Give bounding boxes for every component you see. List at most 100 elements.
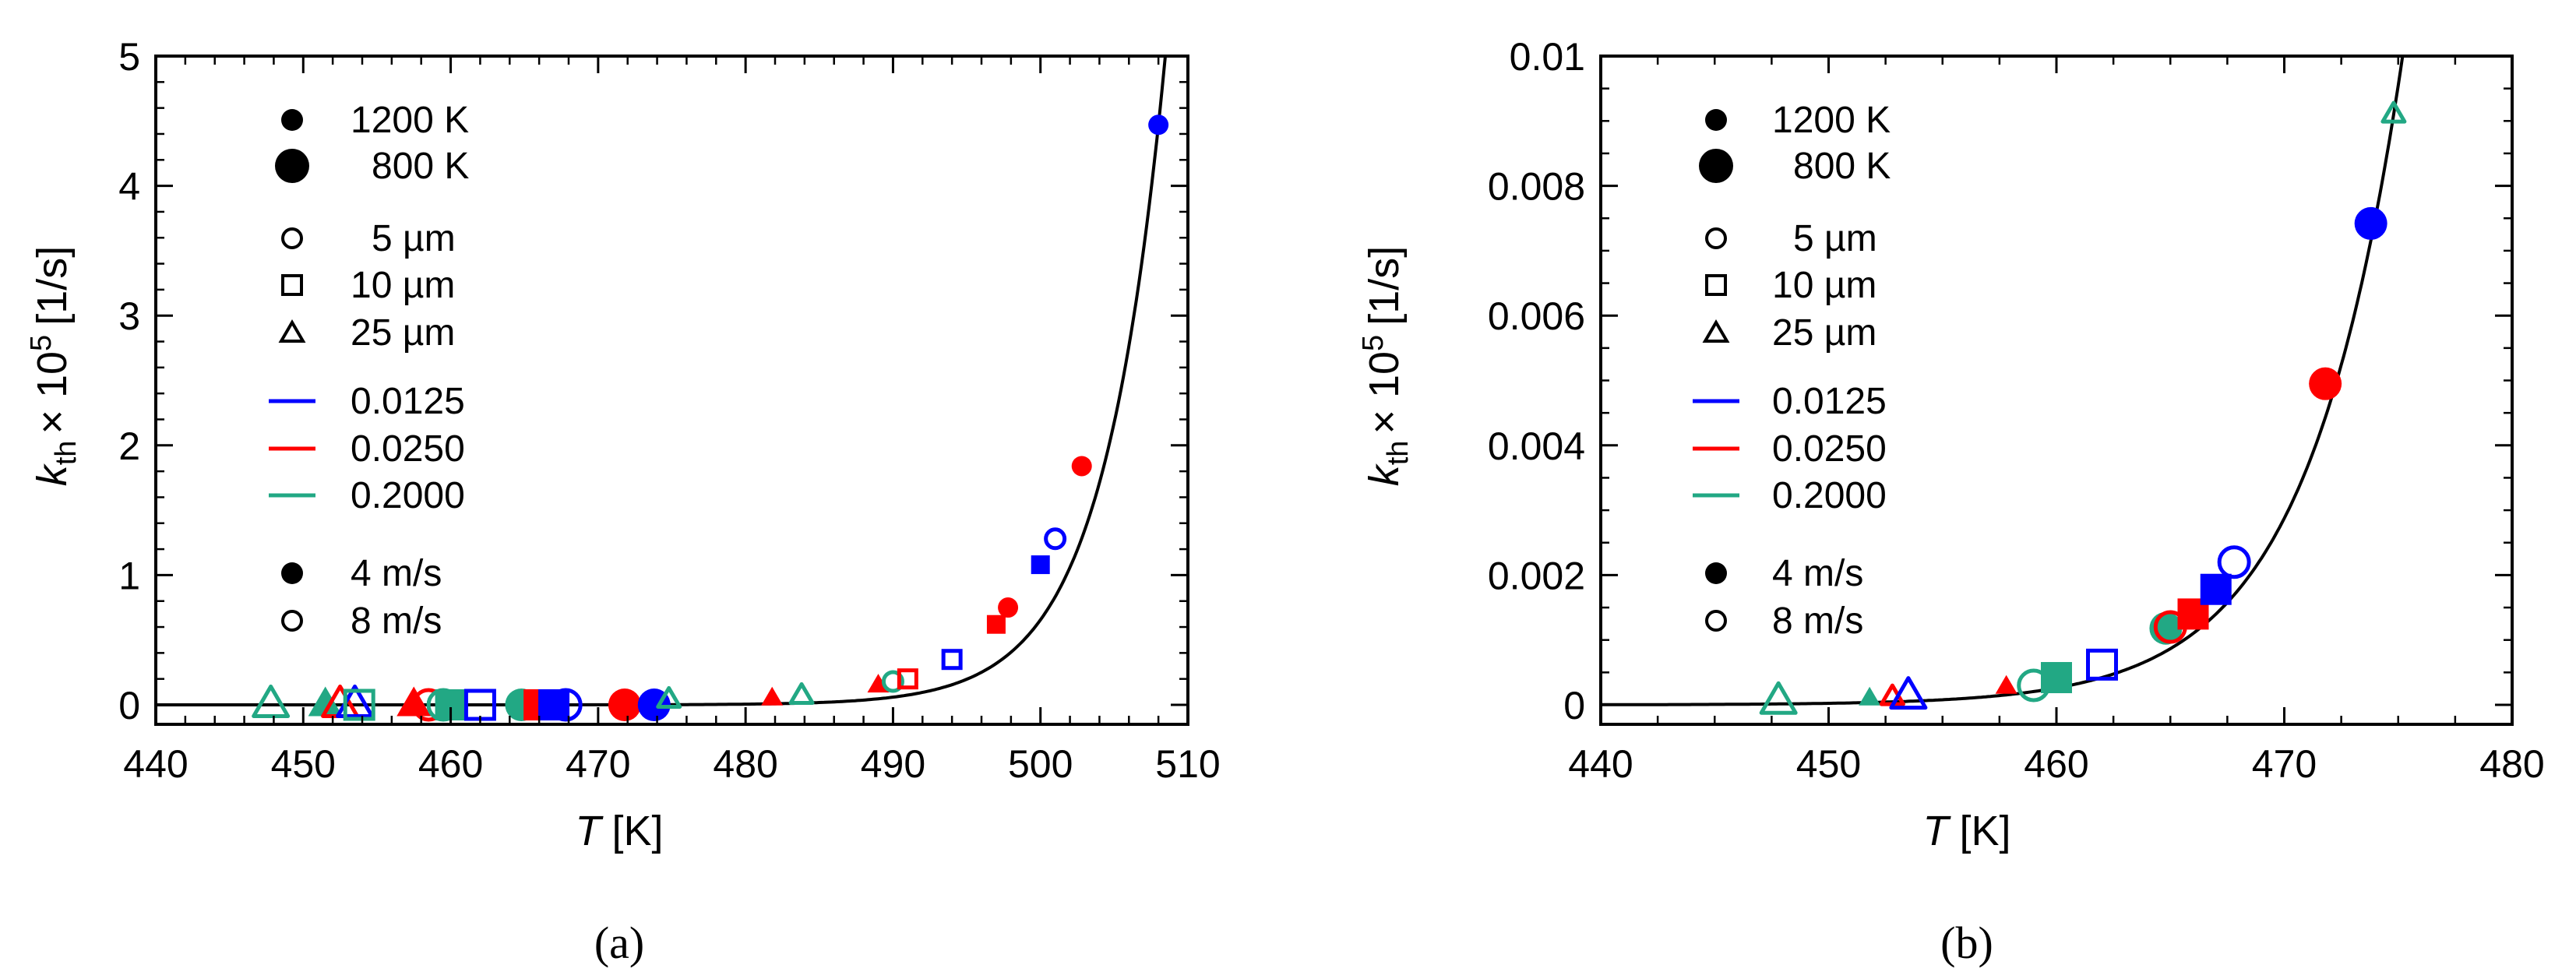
panel-b-y-tick-label: 0.008 <box>1488 165 1585 209</box>
panel-a: 440 450 460 470 480 490 500 510 0 1 2 3 4 5 T [K] kth… <box>25 35 1221 968</box>
panel-a-x-axis-title: T [K] <box>575 808 663 854</box>
panel-a-point-square <box>986 615 1006 634</box>
panel-a-y-label-exp: 5 <box>25 335 58 351</box>
panel-b-x-tick-labels: 440 450 460 470 480 <box>1568 742 2544 786</box>
panel-b-y-tick-label: 0.006 <box>1488 294 1585 338</box>
legend-open-marker <box>1705 610 1727 632</box>
panel-a-x-tick-label: 470 <box>566 742 630 786</box>
legend-25um-label: 25 µm <box>351 312 455 354</box>
panel-b-point-triangle <box>1859 686 1881 706</box>
panel-b-y-label-sub: th <box>1382 441 1415 466</box>
panel-b-y-label-exp: 5 <box>1357 335 1390 351</box>
panel-a-point-square <box>897 668 918 690</box>
panel-b-point-circle <box>2309 367 2342 400</box>
panel-a-point-circle <box>1071 456 1092 477</box>
legend-filled-marker <box>281 562 303 584</box>
legend-open-marker <box>281 610 303 632</box>
legend-filled-marker <box>1705 562 1727 584</box>
panel-a-y-tick-label: 5 <box>118 35 140 79</box>
legend-10um-label: 10 µm <box>1772 265 1876 306</box>
panel-a-x-tick-label: 510 <box>1155 742 1220 786</box>
panel-a-points <box>252 114 1169 722</box>
panel-b-y-label-mult: × 10 <box>1361 351 1408 435</box>
legend-triangle-marker <box>1702 319 1730 343</box>
legend-8ms-label: 8 m/s <box>1772 600 1863 642</box>
panel-b-point-square <box>2086 648 2118 681</box>
legend-0.0250-label: 0.0250 <box>1772 428 1887 470</box>
panel-a-y-tick-label: 1 <box>118 554 140 597</box>
panel-b-point-circle <box>2354 206 2387 240</box>
legend-0.2000-label: 0.2000 <box>1772 475 1887 516</box>
panel-a-ticks <box>154 55 1189 724</box>
panel-a-x-tick-label: 440 <box>123 742 188 786</box>
panel-a-point-triangle <box>788 681 815 705</box>
panel-a-caption: (a) <box>594 917 644 968</box>
panel-b-x-tick-label: 460 <box>2024 742 2088 786</box>
panel-a-point-circle <box>998 597 1019 618</box>
legend-0.0125-label: 0.0125 <box>351 381 465 422</box>
panel-b-y-label-main: k <box>1361 463 1408 486</box>
legend-4ms-label: 4 m/s <box>351 553 442 594</box>
legend-0.2000-label: 0.2000 <box>351 475 465 516</box>
panel-a-y-tick-label: 3 <box>118 294 140 338</box>
legend-10um-label: 10 µm <box>351 265 455 306</box>
panel-b-point-triangle <box>2380 100 2407 124</box>
panel-b-points <box>1759 100 2407 715</box>
panel-a-point-triangle <box>656 685 682 709</box>
panel-a-y-label-unit: [1/s] <box>29 246 76 326</box>
panel-b-legend: 1200 K 800 K 5 µm 10 µm 25 µm 0.0125 0.0… <box>1693 100 1891 642</box>
panel-a-point-triangle <box>308 686 343 717</box>
legend-small-size-marker <box>281 109 303 131</box>
legend-5um-label: 5 µm <box>372 218 456 259</box>
panel-b-x-tick-label: 470 <box>2252 742 2317 786</box>
legend-800k-label: 800 K <box>1793 146 1891 187</box>
panel-b-point-triangle <box>1889 676 1928 710</box>
panel-a-x-unit: [K] <box>611 808 663 854</box>
legend-5um-label: 5 µm <box>1793 218 1877 259</box>
panel-a-y-label-main: k <box>29 463 76 486</box>
panel-b: 440 450 460 470 480 0 0.002 0.004 0.006 0.008 0.0… <box>1357 35 2545 968</box>
panel-a-x-tick-labels: 440 450 460 470 480 490 500 510 <box>123 742 1220 786</box>
legend-25um-label: 25 µm <box>1772 312 1876 354</box>
panel-b-x-label: T <box>1922 808 1951 854</box>
panel-a-y-tick-label: 0 <box>118 684 140 727</box>
legend-0.0250-label: 0.0250 <box>351 428 465 470</box>
panel-a-y-tick-label: 2 <box>118 424 140 468</box>
panel-b-x-unit: [K] <box>1959 808 2010 854</box>
panel-b-x-tick-label: 450 <box>1796 742 1861 786</box>
panel-a-point-square <box>941 649 963 671</box>
panel-b-y-axis-title: kth × 105 [1/s] <box>1357 246 1415 487</box>
panel-a-point-circle <box>548 688 583 722</box>
panel-b-point-square <box>2200 573 2232 605</box>
panel-b-y-tick-labels: 0 0.002 0.004 0.006 0.008 0.01 <box>1488 35 1585 727</box>
legend-0.0125-label: 0.0125 <box>1772 381 1887 422</box>
panel-a-x-tick-label: 480 <box>713 742 777 786</box>
legend-square-marker <box>281 274 303 296</box>
panel-b-y-tick-label: 0 <box>1563 684 1585 727</box>
panel-a-y-tick-label: 4 <box>118 165 140 209</box>
panel-b-y-tick-label: 0.004 <box>1488 424 1585 468</box>
panel-a-y-label-sub: th <box>50 441 83 466</box>
panel-a-y-axis-title: kth × 105 [1/s] <box>25 246 83 487</box>
legend-4ms-label: 4 m/s <box>1772 553 1863 594</box>
legend-1200k-label: 1200 K <box>1772 100 1891 141</box>
panel-a-point-square <box>1031 555 1050 575</box>
legend-square-marker <box>1705 274 1727 296</box>
panel-a-plot-frame <box>154 55 1189 726</box>
panel-b-point-square <box>2041 662 2072 694</box>
panel-b-plot-frame <box>1599 55 2514 726</box>
panel-b-y-tick-label: 0.01 <box>1510 35 1585 79</box>
panel-a-point-square <box>343 688 375 721</box>
legend-800k-label: 800 K <box>372 146 469 187</box>
panel-a-x-tick-label: 460 <box>418 742 483 786</box>
panel-b-x-axis-title: T [K] <box>1922 808 2010 854</box>
panel-a-point-circle <box>608 688 641 722</box>
panel-a-y-tick-labels: 0 1 2 3 4 5 <box>118 35 140 727</box>
legend-small-size-marker <box>1705 109 1727 131</box>
panel-a-legend: 1200 K 800 K 5 µm 10 µm 25 µm 0.0125 0.0… <box>269 100 469 642</box>
panel-a-point-triangle <box>252 684 291 718</box>
legend-large-size-marker <box>1699 149 1733 183</box>
panel-b-y-tick-label: 0.002 <box>1488 554 1585 597</box>
panel-b-curve-layer <box>1601 55 2405 706</box>
panel-b-ticks <box>1599 55 2514 724</box>
